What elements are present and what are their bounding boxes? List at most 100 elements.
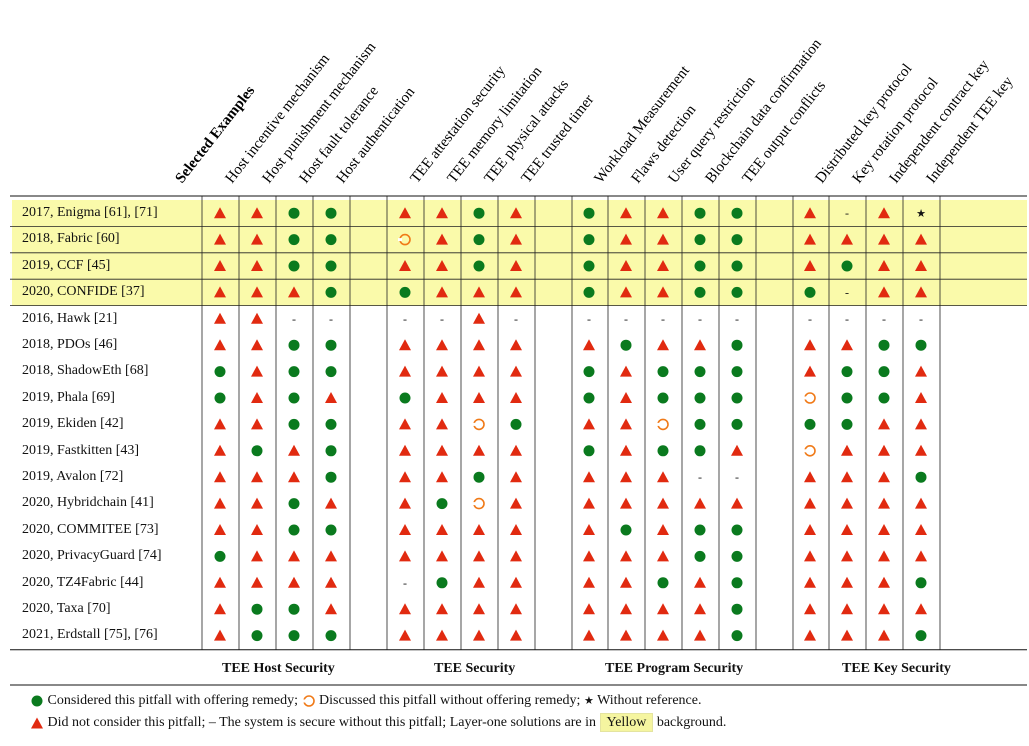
red-triangle-icon	[473, 392, 485, 403]
red-triangle-icon	[657, 497, 669, 509]
green-circle-icon	[694, 234, 706, 246]
red-triangle-icon	[620, 286, 632, 298]
red-triangle-icon	[841, 339, 853, 351]
green-circle-icon	[473, 471, 485, 483]
green-circle-icon	[731, 286, 743, 298]
red-triangle-icon	[436, 260, 448, 271]
red-triangle-icon	[251, 471, 263, 483]
red-triangle-icon	[436, 629, 448, 641]
legend-layer-one: Layer-one solutions are in	[449, 715, 596, 730]
red-triangle-icon	[620, 418, 632, 430]
legend-without-reference: Without reference.	[597, 693, 702, 708]
red-triangle-icon	[510, 365, 522, 377]
red-triangle-icon	[436, 207, 448, 219]
dash-icon: -	[587, 312, 591, 326]
red-triangle-icon	[878, 603, 890, 615]
red-triangle-icon	[657, 207, 669, 219]
green-circle-icon	[915, 630, 927, 642]
legend-not-considered: Did not consider this pitfall;	[47, 715, 206, 730]
green-circle-icon	[841, 260, 853, 272]
red-triangle-icon	[251, 312, 263, 324]
green-circle-icon	[583, 234, 595, 246]
red-triangle-icon	[399, 471, 411, 483]
green-circle-icon	[288, 418, 300, 430]
green-circle-icon	[731, 366, 743, 378]
red-triangle-icon	[251, 207, 263, 219]
legend-yellow-swatch: Yellow	[599, 713, 654, 732]
green-circle-icon	[288, 234, 300, 246]
green-circle-icon	[325, 524, 337, 536]
red-triangle-icon	[214, 339, 226, 351]
green-circle-icon	[325, 418, 337, 430]
green-circle-icon	[731, 524, 743, 536]
green-circle-icon	[436, 577, 448, 589]
green-circle-icon	[583, 260, 595, 272]
red-triangle-icon	[583, 576, 595, 588]
red-triangle-icon	[510, 497, 522, 509]
green-circle-icon	[251, 445, 263, 457]
green-circle-icon	[31, 695, 43, 707]
green-circle-icon	[620, 339, 632, 351]
dash-icon: -	[329, 312, 333, 326]
green-circle-icon	[288, 339, 300, 351]
green-circle-icon	[731, 418, 743, 430]
red-triangle-icon	[694, 576, 706, 588]
green-circle-icon	[731, 392, 743, 404]
green-circle-icon	[694, 392, 706, 404]
green-circle-icon	[915, 339, 927, 351]
row-label: 2018, PDOs [46]	[22, 337, 118, 352]
red-triangle-icon	[804, 365, 816, 377]
red-triangle-icon	[251, 365, 263, 377]
red-triangle-icon	[915, 260, 927, 271]
red-triangle-icon	[841, 233, 853, 245]
green-circle-icon	[325, 445, 337, 457]
red-triangle-icon	[473, 339, 485, 351]
red-triangle-icon	[436, 471, 448, 483]
legend-line-2: Did not consider this pitfall; – The sys…	[30, 713, 726, 732]
red-triangle-icon	[288, 550, 300, 562]
group-tee-host-security: TEE Host Security	[222, 661, 335, 676]
group-tee-key-security: TEE Key Security	[842, 661, 951, 676]
dash-icon: -	[845, 285, 849, 299]
red-triangle-icon	[436, 286, 448, 298]
row-label: 2021, Erdstall [75], [76]	[22, 627, 158, 643]
red-triangle-icon	[214, 603, 226, 615]
green-circle-icon	[325, 260, 337, 272]
red-triangle-icon	[214, 576, 226, 588]
red-triangle-icon	[915, 418, 927, 430]
dash-icon: -	[292, 312, 296, 326]
red-triangle-icon	[915, 392, 927, 403]
red-triangle-icon	[510, 603, 522, 615]
legend-discussed: Discussed this pitfall without offering …	[319, 693, 581, 708]
red-triangle-icon	[510, 576, 522, 588]
red-triangle-icon	[510, 524, 522, 535]
row-label: 2020, TZ4Fabric [44]	[22, 574, 144, 590]
red-triangle-icon	[915, 603, 927, 615]
group-tee-program-security: TEE Program Security	[605, 661, 744, 676]
red-triangle-icon	[510, 392, 522, 403]
green-circle-icon	[731, 207, 743, 219]
green-circle-icon	[878, 339, 890, 351]
dash-icon: -	[808, 312, 812, 326]
red-triangle-icon	[804, 550, 816, 562]
row-highlight	[12, 226, 1027, 253]
green-circle-icon	[325, 630, 337, 642]
red-triangle-icon	[583, 629, 595, 641]
green-circle-icon	[325, 234, 337, 246]
red-triangle-icon	[915, 233, 927, 245]
red-triangle-icon	[620, 207, 632, 219]
green-circle-icon	[915, 471, 927, 483]
green-circle-icon	[399, 392, 411, 404]
row-highlight	[12, 200, 1027, 227]
red-triangle-icon	[915, 444, 927, 456]
green-circle-icon	[583, 392, 595, 404]
red-triangle-icon	[841, 444, 853, 456]
row-highlight	[12, 279, 1027, 306]
legend-line-1: Considered this pitfall with offering re…	[30, 693, 701, 709]
green-circle-icon	[583, 286, 595, 298]
red-triangle-icon	[878, 260, 890, 271]
green-circle-icon	[841, 418, 853, 430]
dash-icon: -	[882, 312, 886, 326]
dash-icon: -	[845, 312, 849, 326]
green-circle-icon	[804, 418, 816, 430]
